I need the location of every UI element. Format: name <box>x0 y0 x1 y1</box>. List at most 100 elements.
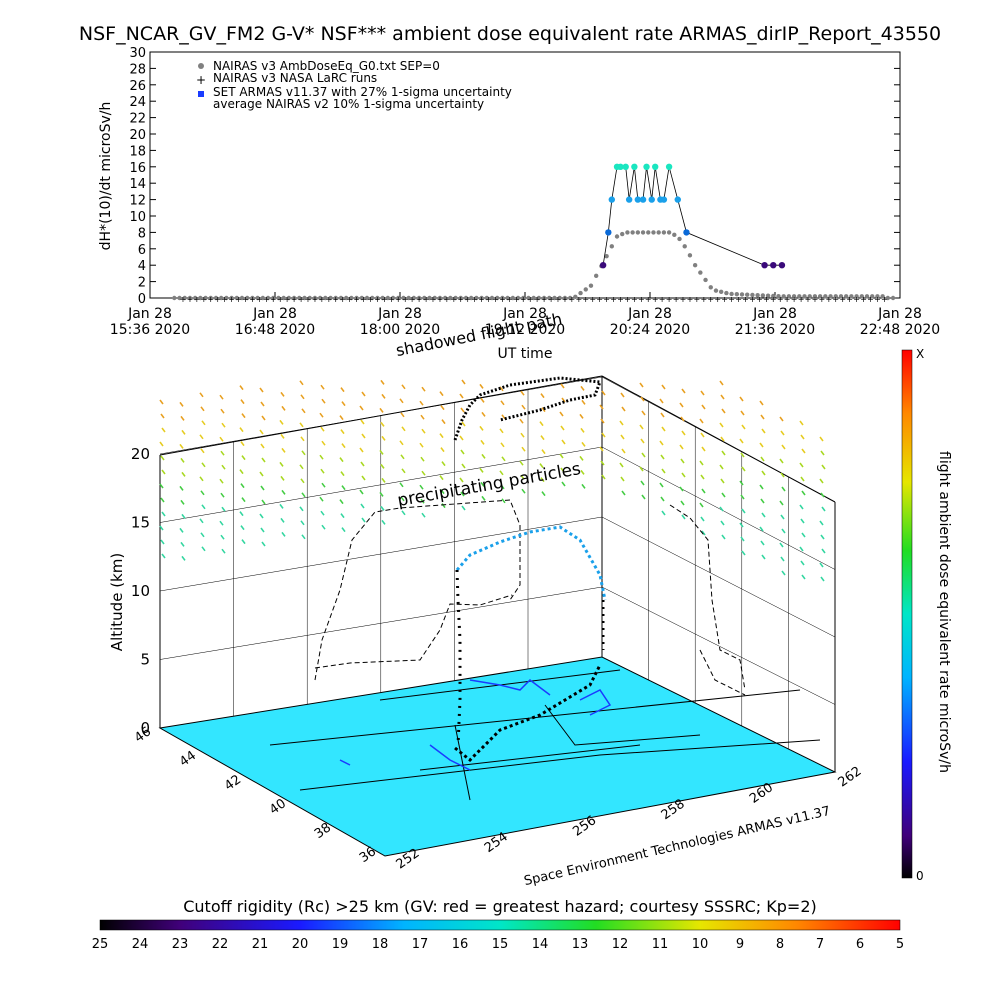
dose-needle <box>579 455 584 461</box>
dose-needle <box>701 530 706 536</box>
dose-needle <box>281 447 286 453</box>
nairas-point <box>838 294 844 299</box>
dose-needle <box>719 422 724 428</box>
dose-needle <box>800 518 805 524</box>
dose-needle <box>581 399 586 405</box>
larc-point: + <box>555 295 562 304</box>
dose-needle <box>740 410 745 416</box>
dose-needle <box>180 541 185 547</box>
dose-needle <box>300 394 305 400</box>
nairas-point <box>484 295 490 301</box>
dose-needle <box>500 484 505 490</box>
nairas-point <box>817 294 823 299</box>
dose-needle <box>199 434 204 440</box>
nairas-point <box>291 295 297 301</box>
armas-point <box>648 196 655 203</box>
dose-needle <box>781 528 786 534</box>
dose-needle <box>240 399 245 405</box>
shadowed-flight-path <box>314 499 746 696</box>
dose-needle <box>679 402 684 408</box>
dose-needle <box>240 483 245 489</box>
dose-needle <box>541 491 546 497</box>
nairas-point <box>557 295 562 301</box>
larc-point: + <box>187 295 194 304</box>
nairas-point <box>661 230 667 235</box>
dose-needle <box>180 457 185 463</box>
dose-needle <box>440 489 445 495</box>
dose-needle <box>480 439 485 445</box>
larc-point: + <box>298 295 305 304</box>
colorbar-bottom-label: 0 <box>916 869 924 883</box>
dose-needle <box>421 386 426 392</box>
dose-needle <box>181 513 186 519</box>
dose-needle <box>300 436 305 442</box>
larc-point: + <box>728 295 735 304</box>
larc-point: + <box>846 295 853 304</box>
nairas-point <box>505 295 510 301</box>
dose-needle <box>820 534 825 540</box>
dose-needle <box>259 471 264 477</box>
dose-needle <box>721 408 726 414</box>
larc-point: + <box>332 295 339 304</box>
larc-point: + <box>457 295 464 304</box>
nairas-point <box>333 295 338 301</box>
dose-needle <box>600 418 605 424</box>
rigidity-tick-label: 13 <box>572 937 589 952</box>
dose-needle <box>581 483 586 489</box>
nairas-point <box>213 295 219 301</box>
dose-needle <box>419 442 424 448</box>
dose-needle <box>560 467 565 473</box>
dose-needle <box>560 425 565 431</box>
dose-needle <box>461 505 466 511</box>
dose-needle <box>160 413 165 419</box>
nairas-point <box>416 295 422 301</box>
rigidity-tick-label: 8 <box>776 937 784 952</box>
armas-point <box>634 196 642 203</box>
y-tick-label: 28 <box>129 62 146 77</box>
dose-needle <box>199 392 204 398</box>
dose-needle <box>481 495 486 501</box>
dose-needle <box>381 477 386 483</box>
larc-point: + <box>450 295 457 304</box>
nairas-point <box>328 295 333 301</box>
dose-needle <box>361 433 366 439</box>
nairas-point <box>198 295 203 301</box>
dose-needle <box>480 481 485 487</box>
rigidity-tick-label: 16 <box>452 937 469 952</box>
dose-needle <box>821 506 826 512</box>
nairas-point <box>515 295 521 301</box>
dose-needle <box>160 455 165 461</box>
dose-needle <box>359 405 364 411</box>
dose-needle <box>501 456 506 462</box>
nairas-point <box>880 294 885 299</box>
dose-needle <box>440 405 445 411</box>
nairas-point <box>797 294 802 299</box>
armas-point <box>608 196 616 203</box>
larc-point: + <box>346 295 353 304</box>
dose-needle <box>239 511 244 517</box>
dose-needle <box>341 485 346 491</box>
dose-needle <box>701 446 706 452</box>
nairas-point <box>718 289 724 295</box>
dose-needle <box>540 393 545 399</box>
y-tick-label: 6 <box>138 243 146 258</box>
dose-needle <box>779 542 784 548</box>
dose-needle <box>199 476 204 482</box>
dose-needle <box>359 489 364 495</box>
dose-needle <box>421 470 426 476</box>
flight-path <box>453 376 607 763</box>
dose-needle <box>159 483 164 489</box>
dose-needle <box>200 490 205 496</box>
nairas-point <box>442 295 448 301</box>
grid-line <box>601 516 836 638</box>
dose-needle <box>219 520 224 526</box>
dose-rate-needles <box>159 379 826 582</box>
dose-needle <box>520 390 525 396</box>
larc-point: + <box>763 295 770 304</box>
dose-needle <box>739 480 744 486</box>
dose-needle <box>201 546 206 552</box>
dose-needle <box>660 412 665 418</box>
larc-point: + <box>825 295 832 304</box>
dose-needle <box>380 421 385 427</box>
dose-needle <box>620 476 625 482</box>
